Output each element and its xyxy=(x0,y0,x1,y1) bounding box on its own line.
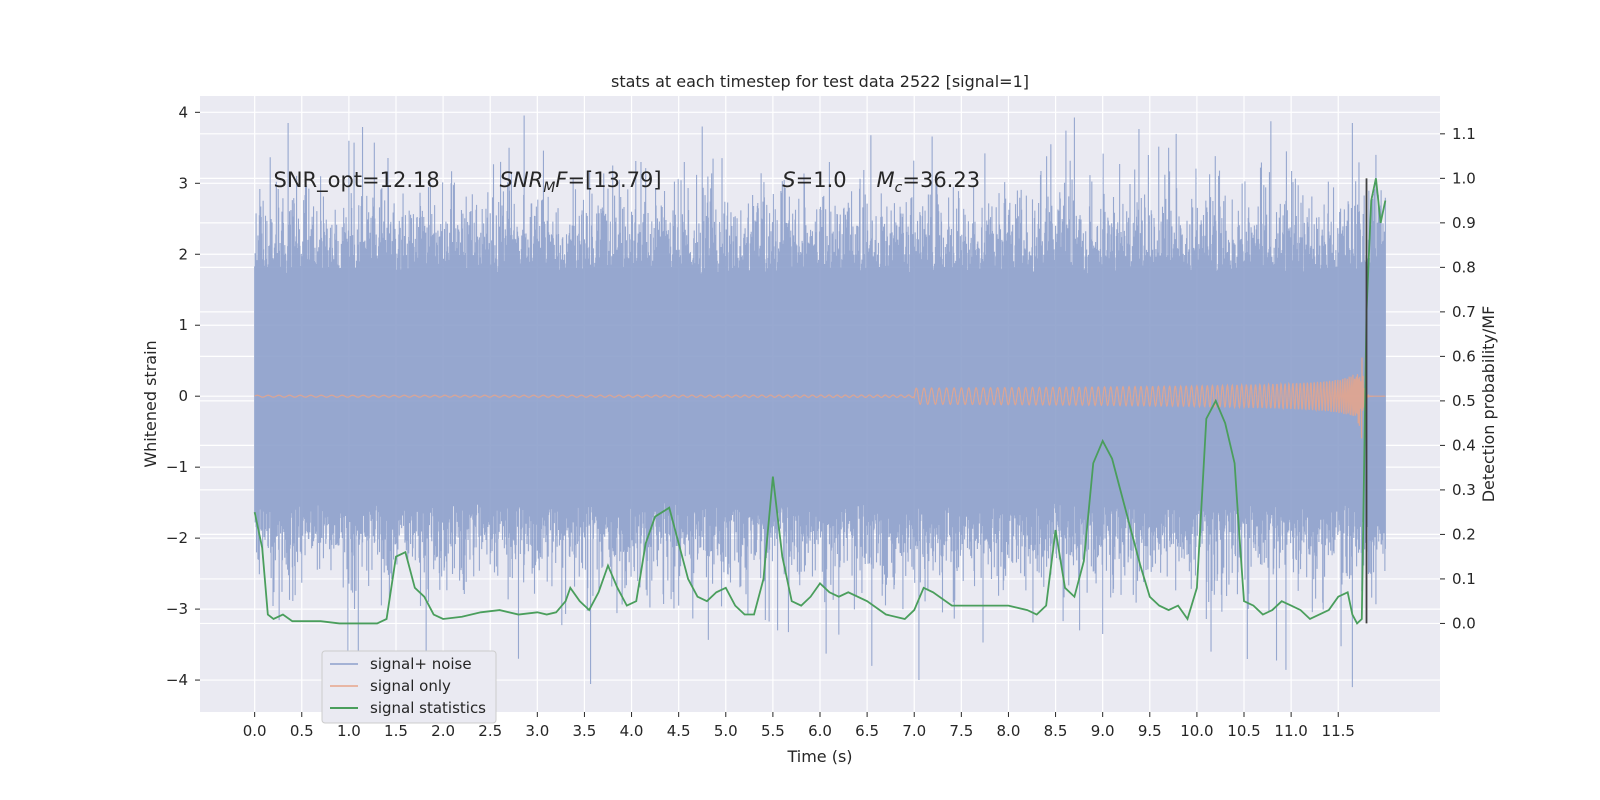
y-tick-label: 0 xyxy=(178,387,188,405)
y-tick-label: −2 xyxy=(166,529,188,547)
y-tick-label: 4 xyxy=(178,103,188,121)
x-tick-label: 4.0 xyxy=(620,722,644,740)
x-tick-label: 5.5 xyxy=(761,722,785,740)
y-tick-label: −3 xyxy=(166,600,188,618)
x-tick-label: 2.5 xyxy=(478,722,502,740)
y2-axis-label: Detection probability/MF xyxy=(1479,306,1498,503)
x-tick-label: 8.5 xyxy=(1044,722,1068,740)
annotation-0: SNR_opt=12.18 xyxy=(273,168,439,193)
x-tick-label: 11.0 xyxy=(1274,722,1307,740)
x-tick-label: 0.5 xyxy=(290,722,314,740)
y2-tick-label: 0.0 xyxy=(1452,614,1476,632)
x-tick-label: 1.0 xyxy=(337,722,361,740)
y-tick-label: −4 xyxy=(166,671,188,689)
y-tick-label: 3 xyxy=(178,174,188,192)
legend-label-noise: signal+ noise xyxy=(370,655,472,673)
annotation-3: Mc=36.23 xyxy=(877,168,981,196)
axes: 0.0 0.5 1.0 1.5 2.0 2.5 3.0 3.5 4.0 4.5 5.0 5.5 6.0 6… xyxy=(166,103,1476,740)
y2-tick-label: 0.1 xyxy=(1452,570,1476,588)
x-tick-label: 1.5 xyxy=(384,722,408,740)
y2-tick-label: 0.9 xyxy=(1452,214,1476,232)
x-tick-label: 6.5 xyxy=(855,722,879,740)
y2-tick-label: 0.6 xyxy=(1452,347,1476,365)
legend-label-statistics: signal statistics xyxy=(370,699,486,717)
y2-tick-label: 0.8 xyxy=(1452,258,1476,276)
x-tick-label: 7.5 xyxy=(949,722,973,740)
y-axis-label: Whitened strain xyxy=(141,340,160,467)
y2-tick-label: 0.3 xyxy=(1452,481,1476,499)
legend-box xyxy=(321,650,497,724)
x-tick-label: 9.5 xyxy=(1138,722,1162,740)
x-tick-label: 2.0 xyxy=(431,722,455,740)
y2-tick-label: 1.0 xyxy=(1452,169,1476,187)
x-tick-label: 9.0 xyxy=(1091,722,1115,740)
series-signal-only xyxy=(254,357,1386,439)
x-tick-label: 3.0 xyxy=(525,722,549,740)
chart-title: stats at each timestep for test data 252… xyxy=(611,72,1029,91)
x-tick-label: 5.0 xyxy=(714,722,738,740)
x-tick-label: 10.5 xyxy=(1227,722,1260,740)
y2-tick-label: 0.4 xyxy=(1452,436,1476,454)
x-tick-label: 10.0 xyxy=(1180,722,1213,740)
y-tick-label: 1 xyxy=(178,316,188,334)
x-tick-label: 8.0 xyxy=(997,722,1021,740)
annotation-1: SNRMF=[13.79] xyxy=(500,168,662,196)
y-tick-label: 2 xyxy=(178,245,188,263)
x-axis-label: Time (s) xyxy=(786,747,852,766)
x-tick-label: 0.0 xyxy=(243,722,267,740)
y2-tick-label: 0.5 xyxy=(1452,392,1476,410)
x-tick-label: 11.5 xyxy=(1322,722,1355,740)
y2-tick-label: 0.2 xyxy=(1452,525,1476,543)
y-tick-label: −1 xyxy=(166,458,188,476)
x-tick-label: 4.5 xyxy=(667,722,691,740)
y2-tick-label: 1.1 xyxy=(1452,125,1476,143)
annotations: SNR_opt=12.18 SNRMF=[13.79] S=1.0 Mc=36.23 xyxy=(273,168,980,196)
x-tick-label: 3.5 xyxy=(573,722,597,740)
series-signal-statistics xyxy=(253,178,1387,625)
y2-tick-label: 0.7 xyxy=(1452,303,1476,321)
legend: signal+ noise signal only signal statist… xyxy=(321,650,497,724)
x-tick-label: 6.0 xyxy=(808,722,832,740)
data-layer xyxy=(253,115,1387,688)
legend-label-signal: signal only xyxy=(370,677,451,695)
annotation-2: S=1.0 xyxy=(782,168,846,192)
x-tick-label: 7.0 xyxy=(902,722,926,740)
